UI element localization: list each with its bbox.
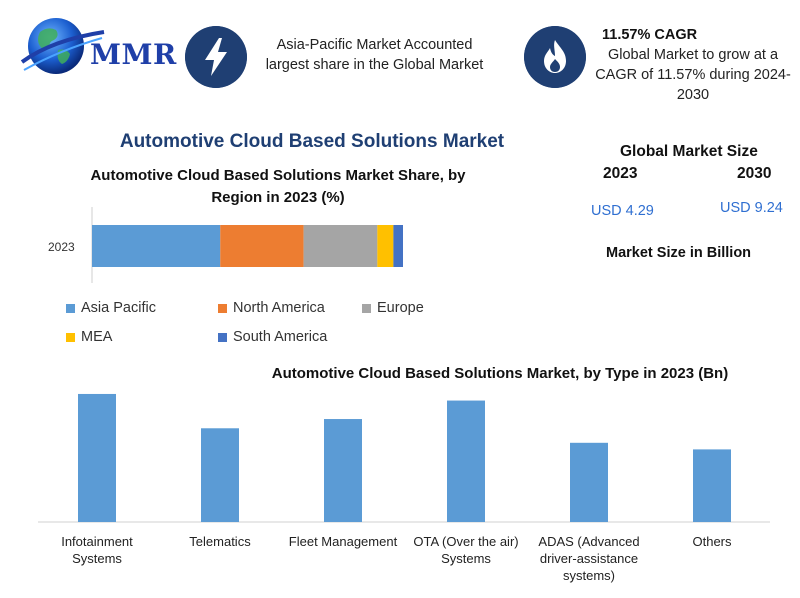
share-category-label: 2023 [48, 240, 75, 254]
legend-item-north-america: North America [218, 300, 325, 316]
type-bar-6 [693, 449, 731, 522]
region-share-chart: 2023 [48, 207, 403, 283]
share-segment-mea [377, 225, 394, 267]
legend-label: North America [233, 300, 325, 316]
share-segment-north-america [220, 225, 304, 267]
year-2030-label: 2030 [737, 165, 772, 182]
legend-swatch [218, 303, 227, 313]
type-category-label: Infotainment Systems [61, 534, 133, 566]
mmr-globe-logo-icon [20, 18, 105, 74]
share-segment-asia-pacific [92, 225, 221, 267]
legend-swatch [218, 332, 227, 342]
main-title: Automotive Cloud Based Solutions Market [119, 131, 505, 152]
type-bar-2 [201, 428, 239, 522]
region-share-chart-title: Automotive Cloud Based Solutions Market … [90, 167, 466, 206]
type-category-label: Fleet Management [289, 534, 398, 549]
type-bar-4 [447, 400, 485, 522]
mmr-logo-text: MMR [90, 38, 177, 71]
asia-pacific-info-text: Asia-Pacific Market Accounted largest sh… [265, 37, 484, 73]
type-bar-1 [78, 393, 116, 522]
legend-label: South America [233, 329, 328, 345]
global-market-size-title: Global Market Size [620, 143, 758, 160]
type-category-label: OTA (Over the air) Systems [413, 534, 518, 566]
market-size-2023-value: USD 4.29 [591, 203, 654, 219]
type-bar-chart: Infotainment Systems Telematics Fleet Manag… [38, 393, 770, 583]
legend-item-mea: MEA [66, 329, 112, 345]
type-bar-5 [570, 442, 608, 522]
flame-icon [524, 26, 586, 88]
type-chart-title: Automotive Cloud Based Solutions Market,… [271, 365, 729, 382]
share-segment-europe [303, 225, 378, 267]
legend-label: Asia Pacific [81, 300, 156, 316]
legend-item-asia-pacific: Asia Pacific [66, 300, 156, 316]
type-category-label: Others [692, 534, 732, 549]
lightning-bolt-icon [185, 26, 247, 88]
market-size-2030-value: USD 9.24 [720, 200, 783, 216]
cagr-title: 11.57% CAGR [602, 27, 698, 43]
type-category-label: Telematics [189, 534, 251, 549]
legend-label: Europe [377, 300, 424, 316]
legend-swatch [66, 303, 75, 313]
market-size-unit-note: Market Size in Billion [606, 245, 752, 261]
legend-label: MEA [81, 329, 113, 345]
legend-item-south-america: South America [218, 329, 327, 345]
legend-swatch [362, 303, 371, 313]
type-category-label: ADAS (Advanced driver-assistance systems) [538, 534, 639, 583]
legend-item-europe: Europe [362, 300, 424, 316]
type-bar-3 [324, 419, 362, 522]
legend-swatch [66, 332, 75, 342]
share-segment-south-america [393, 225, 403, 267]
year-2023-label: 2023 [603, 165, 638, 182]
cagr-description: Global Market to grow at a CAGR of 11.57… [595, 47, 791, 103]
